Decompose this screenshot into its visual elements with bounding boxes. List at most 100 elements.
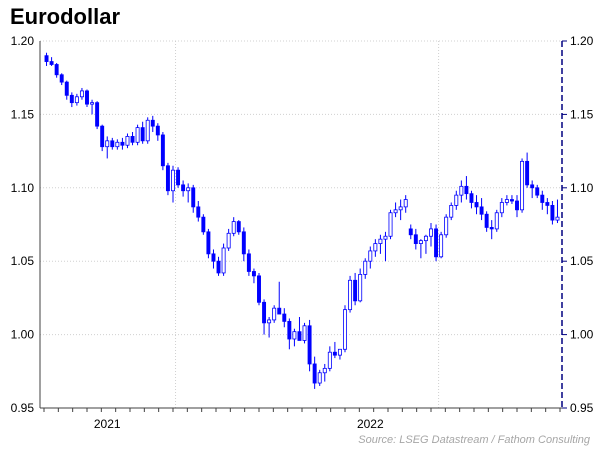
- candle-body: [535, 187, 540, 196]
- candle-body: [332, 351, 337, 356]
- candle-body: [509, 199, 514, 202]
- candle-body: [100, 125, 105, 148]
- candle-body: [373, 243, 378, 252]
- candle-body: [434, 228, 439, 258]
- candle-body: [545, 202, 550, 206]
- candle-body: [251, 271, 256, 277]
- candle-body: [489, 227, 494, 230]
- candle-body: [267, 319, 272, 324]
- candle-body: [525, 160, 530, 186]
- candle-body: [69, 94, 74, 104]
- candle-body: [130, 136, 135, 143]
- candle-body: [368, 250, 373, 262]
- candle-body: [246, 253, 251, 272]
- candle-body: [160, 134, 165, 167]
- y-tick-label-right: 1.10: [570, 181, 594, 195]
- y-tick-label-left: 1.15: [11, 107, 35, 121]
- candle-body: [454, 194, 459, 206]
- candle-body: [348, 279, 353, 311]
- candle-body: [191, 187, 196, 208]
- candle-body: [358, 274, 363, 302]
- candle-body: [125, 136, 130, 146]
- candle-body: [337, 348, 342, 356]
- candle-body: [165, 165, 170, 192]
- y-tick-label-right: 1.00: [570, 328, 594, 342]
- chart-source: Source: LSEG Datastream / Fathom Consult…: [358, 434, 590, 446]
- candle-body: [515, 200, 519, 211]
- candle-body: [221, 247, 226, 274]
- candle-body: [241, 231, 246, 255]
- candle-body: [479, 206, 484, 215]
- candle-body: [120, 141, 125, 146]
- candle-body: [176, 169, 181, 186]
- candle-body: [79, 90, 84, 98]
- candle-body: [540, 194, 545, 203]
- x-tick-label: 2022: [357, 417, 384, 431]
- candle-body: [171, 169, 175, 192]
- candle-body: [317, 372, 322, 384]
- candle-body: [449, 205, 454, 218]
- candle-body: [398, 206, 403, 211]
- candle-body: [44, 55, 49, 62]
- candle-body: [135, 127, 140, 143]
- candle-body: [85, 90, 89, 105]
- candle-body: [201, 216, 206, 233]
- candle-body: [226, 232, 231, 249]
- candle-body: [292, 331, 297, 340]
- candle-body: [74, 96, 79, 104]
- candle-body: [155, 125, 160, 136]
- candle-body: [206, 231, 211, 255]
- candle-body: [439, 234, 444, 258]
- y-tick-label-left: 1.05: [11, 254, 35, 268]
- candle-body: [423, 235, 428, 242]
- candle-body: [322, 367, 327, 374]
- candle-body: [459, 185, 464, 196]
- y-tick-label-right: 1.05: [570, 254, 594, 268]
- candle-body: [186, 187, 191, 192]
- y-tick-label-left: 0.95: [11, 401, 35, 415]
- candle-body: [353, 279, 358, 302]
- candle-body: [388, 212, 393, 237]
- candle-body: [469, 193, 474, 203]
- x-tick-label: 2021: [94, 417, 121, 431]
- candle-body: [105, 140, 110, 148]
- candle-body: [140, 127, 145, 142]
- candle-body: [413, 234, 418, 244]
- candle-body: [408, 228, 413, 236]
- candle-body: [444, 216, 449, 236]
- candle-body: [302, 325, 307, 341]
- candle-body: [484, 213, 489, 228]
- candle-body: [287, 320, 292, 340]
- candle-body: [550, 205, 555, 221]
- candle-body: [257, 275, 261, 303]
- candle-body: [231, 221, 236, 234]
- candle-body: [504, 199, 509, 203]
- y-tick-label-left: 1.20: [11, 34, 35, 48]
- candle-body: [64, 81, 69, 96]
- candle-body: [262, 301, 267, 324]
- y-tick-label-left: 1.00: [11, 328, 35, 342]
- candle-body: [363, 260, 368, 275]
- candle-body: [115, 141, 120, 148]
- chart-title: Eurodollar: [10, 4, 121, 29]
- candle-body: [216, 260, 221, 274]
- candle-body: [474, 202, 479, 208]
- y-tick-label-right: 0.95: [570, 401, 594, 415]
- candle-body: [403, 199, 408, 208]
- candle-body: [343, 309, 347, 350]
- candle-body: [429, 228, 433, 237]
- candle-body: [145, 119, 150, 142]
- candle-body: [530, 184, 535, 189]
- y-tick-label-left: 1.10: [11, 181, 35, 195]
- candle-body: [383, 235, 388, 240]
- candle-body: [150, 119, 155, 127]
- y-tick-label-right: 1.20: [570, 34, 594, 48]
- candle-body: [499, 202, 504, 214]
- candle-body: [327, 351, 332, 369]
- candle-body: [95, 102, 100, 127]
- candle-body: [520, 160, 525, 211]
- candle-body: [555, 216, 560, 221]
- candle-body: [54, 64, 59, 76]
